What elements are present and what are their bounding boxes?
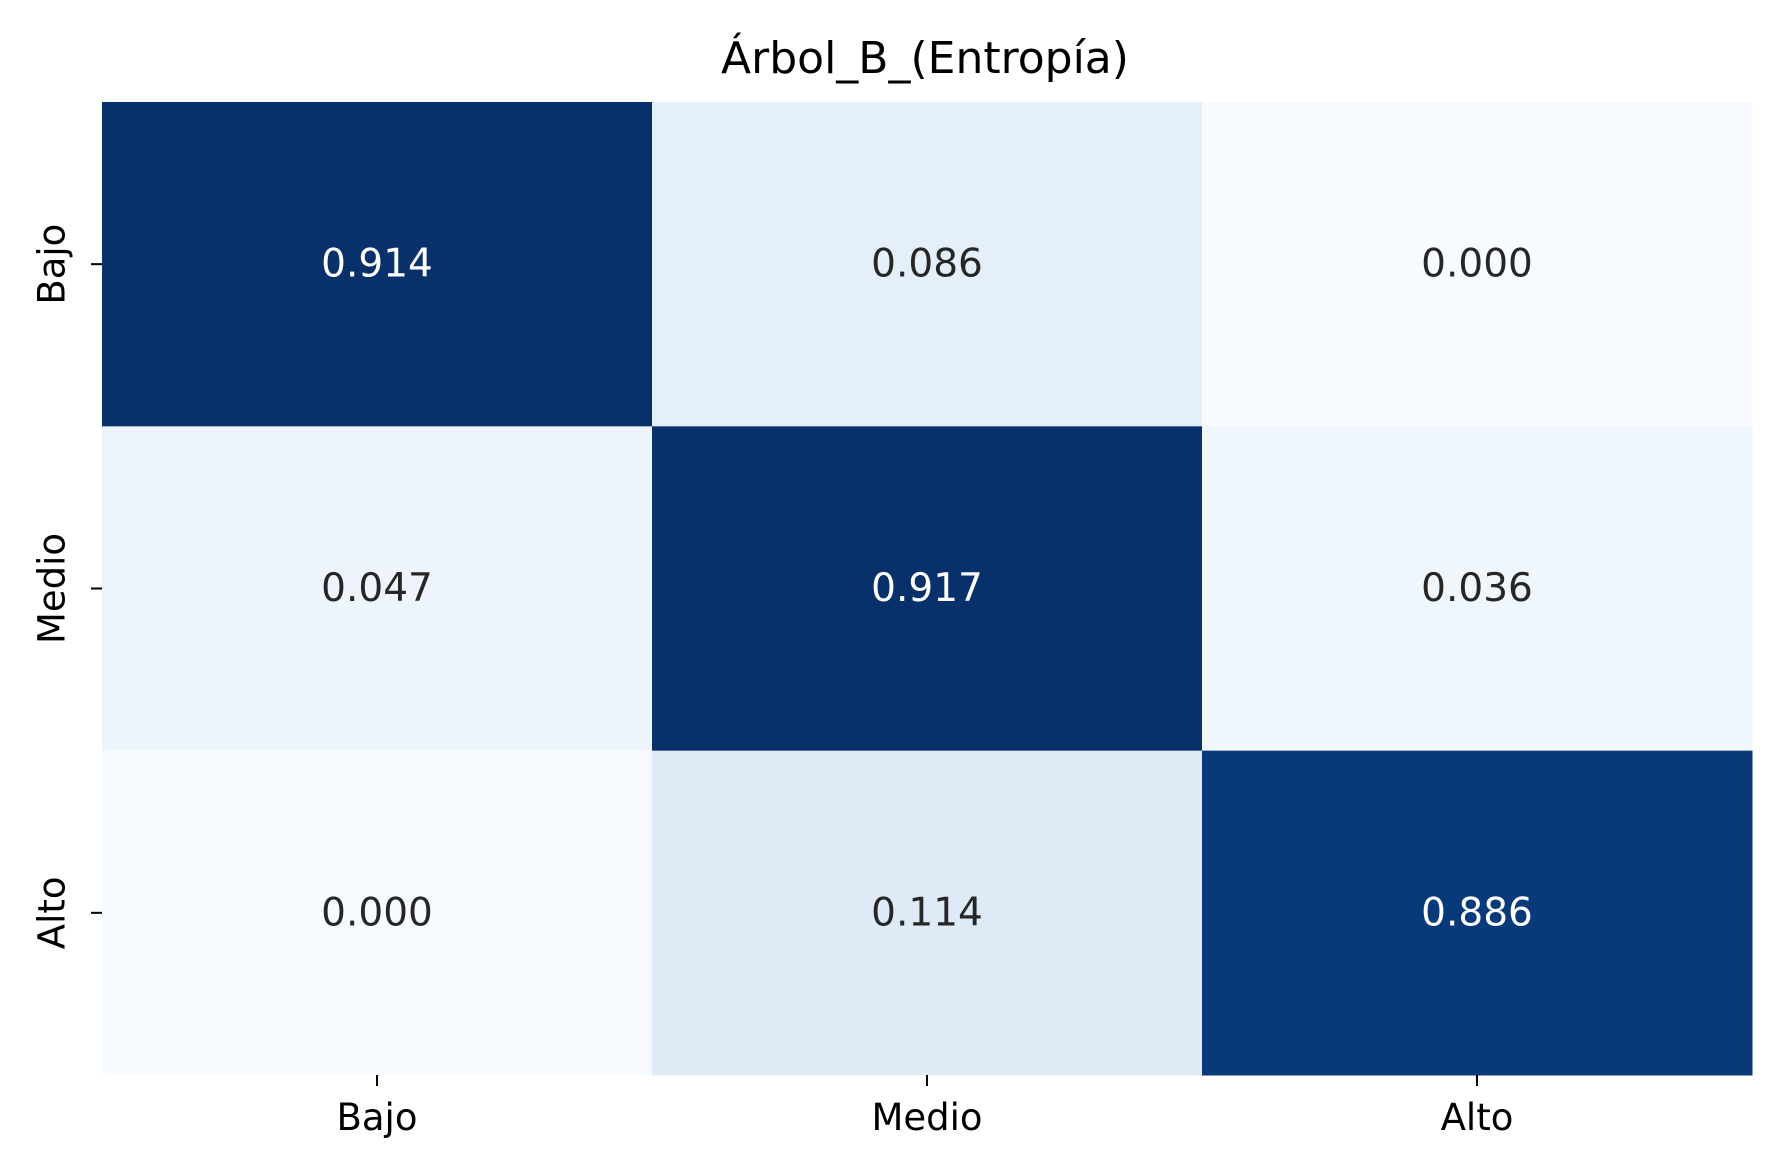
cell-value-label-r2-c0: 0.000 [321,890,433,935]
x-tick-label-2: Alto [1441,1096,1514,1139]
heatmap-cell-r2-c2 [1202,750,1753,1076]
cell-value-label-r2-c1: 0.114 [871,890,983,935]
chart-title: Árbol_B_(Entropía) [721,31,1129,84]
heatmap-cell-r0-c1 [652,102,1203,427]
heatmap-cell-r2-c0 [102,750,653,1076]
heatmap-cell-r2-c1 [652,750,1203,1076]
y-axis: Bajo Medio Alto [31,224,102,949]
y-tick-label-2: Alto [31,876,74,949]
y-tick-label-0: Bajo [31,224,74,305]
cell-value-label-r1-c2: 0.036 [1421,566,1533,611]
cell-value-label-r0-c0: 0.914 [321,242,433,287]
cell-value-label-r2-c2: 0.886 [1421,890,1533,935]
heatmap-cell-r0-c0 [102,102,653,427]
x-tick-label-1: Medio [871,1096,982,1139]
heatmap-cells: 0.914 0.086 0.000 0.047 0.917 0.036 0.000 0.114… [102,102,1753,1076]
heatmap-cell-r1-c1 [652,426,1203,752]
y-tick-label-1: Medio [31,533,74,644]
heatmap-cell-r1-c0 [102,426,653,752]
x-tick-label-0: Bajo [337,1096,418,1139]
cell-value-label-r1-c1: 0.917 [871,566,983,611]
cell-value-label-r0-c1: 0.086 [871,242,983,287]
cell-value-label-r0-c2: 0.000 [1421,242,1533,287]
heatmap-cell-r0-c2 [1202,102,1753,427]
heatmap-cell-r1-c2 [1202,426,1753,752]
cell-value-label-r1-c0: 0.047 [321,566,433,611]
x-axis: Bajo Medio Alto [337,1075,1514,1139]
